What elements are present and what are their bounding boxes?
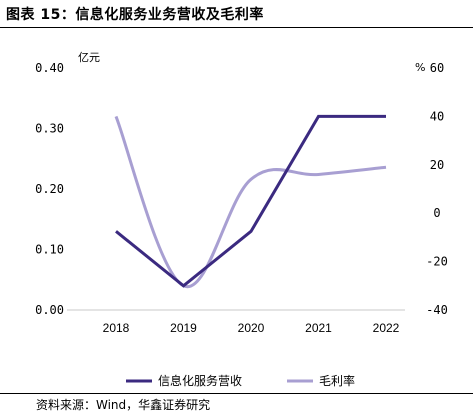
legend: 信息化服务营收 毛利率 — [126, 373, 355, 388]
right-tick-label: 60 — [430, 61, 444, 75]
source-note: 资料来源：Wind，华鑫证券研究 — [36, 398, 211, 412]
series-line-revenue — [115, 114, 386, 288]
left-tick-label: 0.30 — [35, 122, 64, 136]
left-tick-label: 0.40 — [35, 61, 64, 75]
left-axis-unit: 亿元 — [78, 51, 100, 64]
chart: 亿元 % 0.00 0.10 0.20 0.30 0.40 -40 -20 0 … — [35, 51, 448, 388]
x-tick-label: 2020 — [238, 321, 265, 335]
top-rule — [0, 27, 473, 28]
x-tick-label: 2021 — [305, 321, 332, 335]
figure-title: 图表 15：信息化服务业务营收及毛利率 — [6, 7, 264, 23]
bottom-rule — [0, 393, 473, 394]
left-tick-label: 0.10 — [35, 243, 64, 257]
right-tick-label: -40 — [426, 303, 448, 317]
right-axis-unit: % — [415, 61, 425, 74]
left-tick-label: 0.20 — [35, 182, 64, 196]
left-tick-label: 0.00 — [35, 303, 64, 317]
right-tick-label: 40 — [430, 109, 444, 123]
right-tick-label: -20 — [426, 255, 448, 269]
right-tick-label: 20 — [430, 158, 444, 172]
right-tick-label: 0 — [433, 206, 440, 220]
series-line-gross-margin — [114, 115, 387, 289]
x-tick-label: 2022 — [373, 321, 400, 335]
x-tick-label: 2018 — [103, 321, 130, 335]
legend-label-gross-margin: 毛利率 — [319, 373, 355, 388]
legend-label-revenue: 信息化服务营收 — [158, 373, 242, 388]
x-tick-label: 2019 — [170, 321, 197, 335]
